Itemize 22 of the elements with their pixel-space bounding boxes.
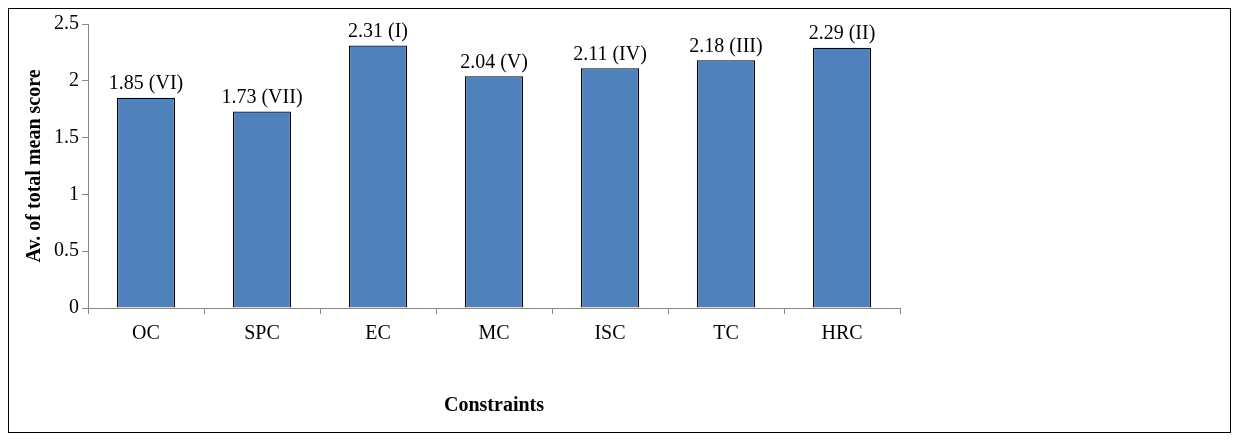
y-axis-title: Av. of total mean score — [22, 69, 45, 263]
data-label: 2.04 (V) — [460, 49, 528, 73]
data-label: 1.73 (VII) — [221, 84, 303, 108]
x-tick-label: ISC — [594, 321, 626, 344]
y-tick-label: 0 — [69, 295, 79, 318]
x-tick-label: MC — [478, 321, 510, 344]
data-label: 2.18 (III) — [689, 33, 763, 57]
x-tick-label: EC — [365, 321, 391, 344]
data-label: 1.85 (VI) — [108, 71, 184, 95]
x-tick-label: OC — [132, 321, 160, 344]
y-tick-label: 1 — [69, 181, 79, 204]
y-tick-label: 1.5 — [54, 124, 79, 147]
data-label: 2.29 (II) — [808, 21, 876, 45]
data-label: 2.11 (IV) — [573, 41, 647, 65]
data-label: 2.31 (I) — [348, 18, 408, 42]
y-tick-label: 0.5 — [54, 238, 79, 261]
y-tick-label: 2.5 — [54, 11, 79, 34]
x-tick-label: TC — [713, 321, 739, 344]
x-tick-label: SPC — [244, 321, 280, 344]
y-tick-label: 2 — [69, 68, 79, 91]
x-axis-title: Constraints — [443, 393, 545, 416]
x-tick-label: HRC — [821, 321, 863, 344]
